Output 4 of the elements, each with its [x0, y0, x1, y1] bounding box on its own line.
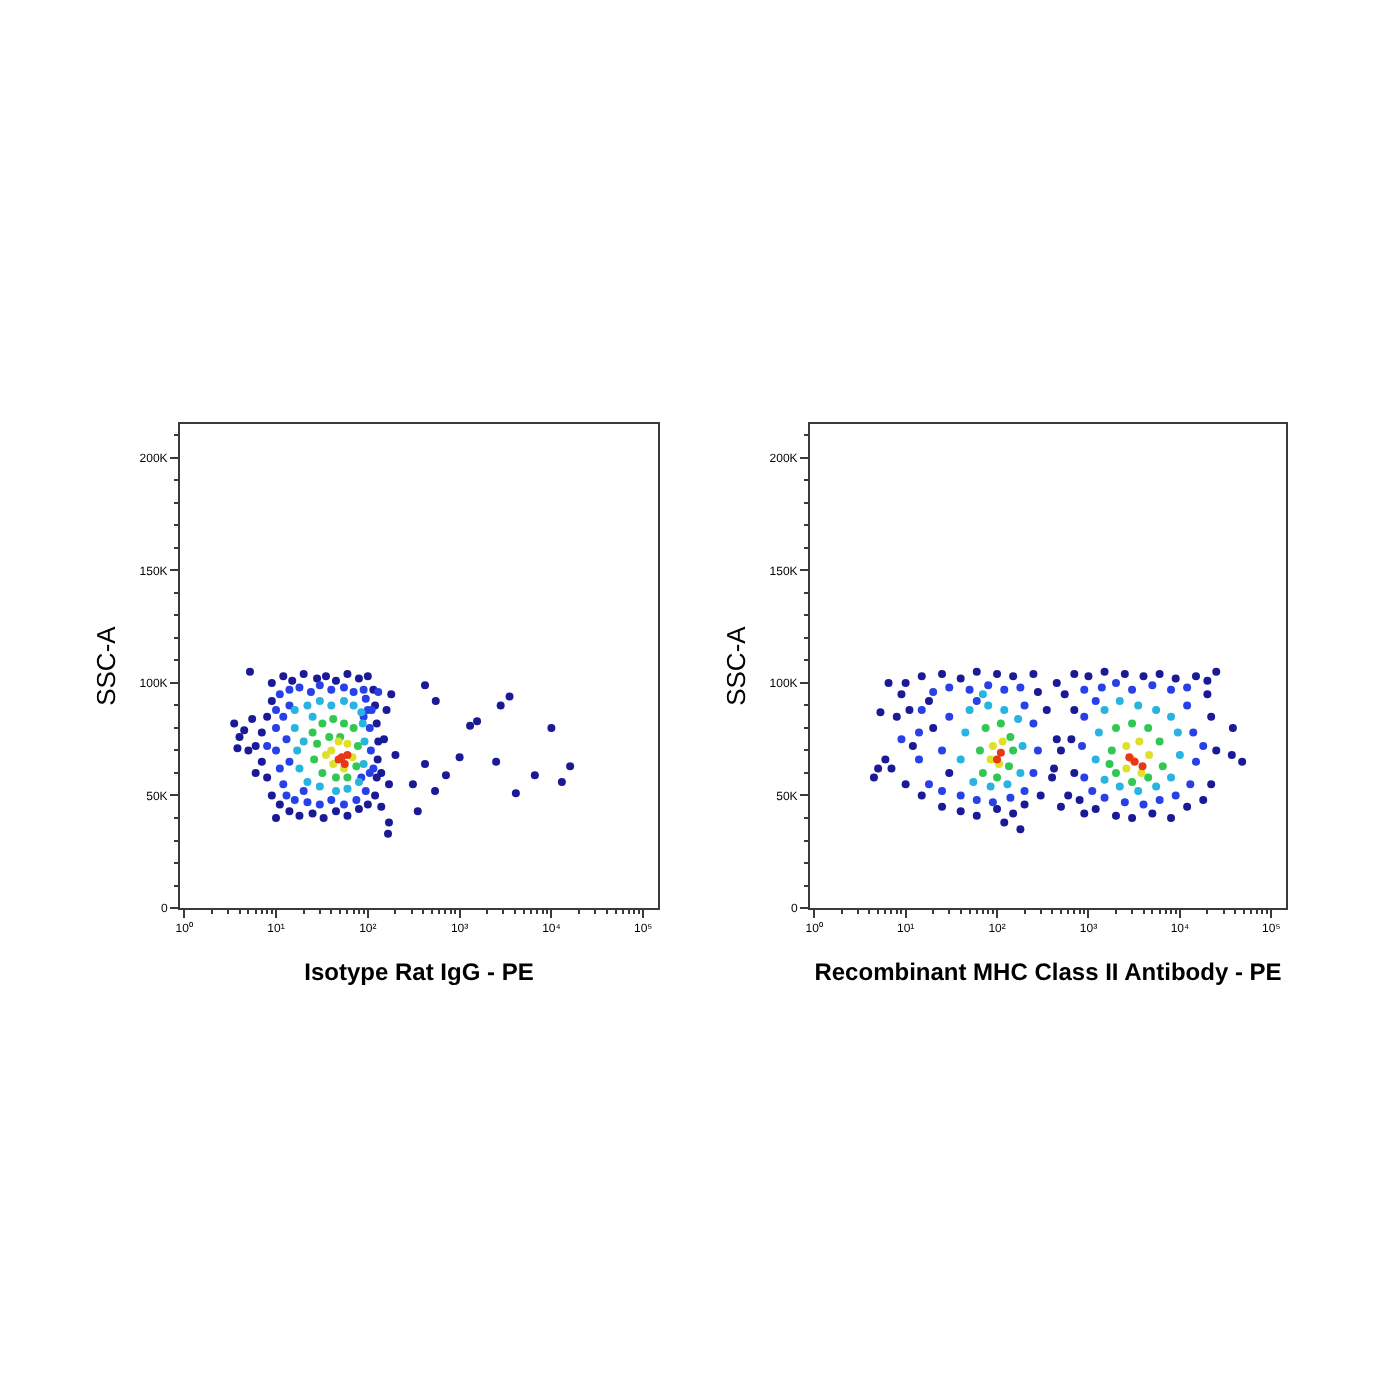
x-axis-title: Isotype Rat IgG - PE [304, 958, 534, 987]
x-axis-title: Recombinant MHC Class II Antibody - PE [814, 958, 1282, 987]
y-axis-title: SSC-A [721, 625, 752, 706]
y-axis-title: SSC-A [91, 625, 122, 706]
